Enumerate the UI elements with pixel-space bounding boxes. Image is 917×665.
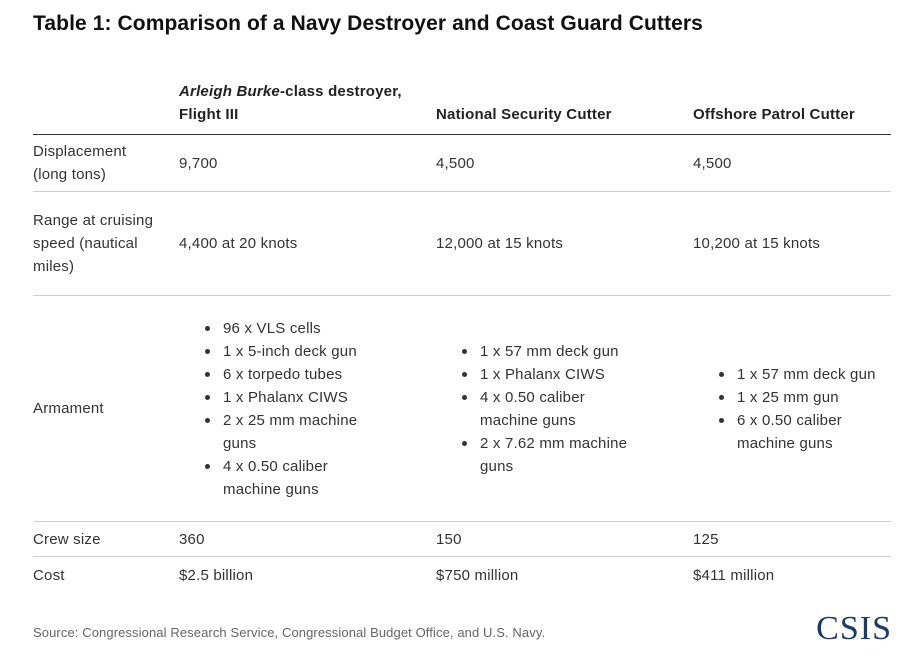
table-title: Table 1: Comparison of a Navy Destroyer … <box>33 12 703 35</box>
list-item: 1 x 57 mm deck gun <box>719 363 891 386</box>
list-item: 1 x Phalanx CIWS <box>205 386 436 409</box>
cell: $750 million <box>436 566 519 584</box>
cell: $411 million <box>693 566 775 584</box>
row-label: Displacement (long tons) <box>33 134 179 192</box>
cell: 4,400 at 20 knots <box>179 191 436 296</box>
list-item: 1 x Phalanx CIWS <box>462 363 693 386</box>
comparison-table: Arleigh Burke-class destroyer, Flight II… <box>33 80 891 593</box>
cell: 9,700 <box>179 134 436 192</box>
row-label: Armament <box>33 295 179 522</box>
cell: 360 <box>179 521 436 557</box>
armament-list-opc: 1 x 57 mm deck gun 1 x 25 mm gun 6 x 0.5… <box>693 363 891 455</box>
cell: 10,200 at 15 knots <box>693 191 891 296</box>
cell: 4,500 <box>436 134 693 192</box>
list-item: 6 x 0.50 caliber machine guns <box>719 409 867 455</box>
list-item: 96 x VLS cells <box>205 317 436 340</box>
table-row: Cost $2.5 billion $750 million $411 mill… <box>33 557 891 594</box>
header-opc: Offshore Patrol Cutter <box>693 80 891 135</box>
list-item: 1 x 5-inch deck gun <box>205 340 436 363</box>
cell: 150 <box>436 521 693 557</box>
list-item: 1 x 57 mm deck gun <box>462 340 693 363</box>
list-item: 2 x 25 mm machine guns <box>205 409 373 455</box>
header-destroyer-italic: Arleigh Burke <box>179 83 280 100</box>
table-row: Displacement (long tons) 9,700 4,500 4,5… <box>33 134 891 192</box>
header-destroyer-rest: -class destroyer, Flight III <box>179 83 402 123</box>
list-item: 6 x torpedo tubes <box>205 363 436 386</box>
header-nsc: National Security Cutter <box>436 80 693 135</box>
header-destroyer: Arleigh Burke-class destroyer, Flight II… <box>179 80 436 135</box>
table-row: Crew size 360 150 125 <box>33 521 891 557</box>
row-label: Cost <box>33 566 65 584</box>
cell: 4,500 <box>693 134 891 192</box>
cell: 1 x 57 mm deck gun 1 x Phalanx CIWS 4 x … <box>436 295 693 522</box>
list-item: 1 x 25 mm gun <box>719 386 891 409</box>
table-row: Range at cruising speed (nautical miles)… <box>33 191 891 296</box>
header-row: Arleigh Burke-class destroyer, Flight II… <box>33 80 891 135</box>
row-label: Range at cruising speed (nautical miles) <box>33 191 179 296</box>
list-item: 2 x 7.62 mm machine guns <box>462 432 650 478</box>
armament-list-nsc: 1 x 57 mm deck gun 1 x Phalanx CIWS 4 x … <box>436 340 693 478</box>
csis-logo: CSIS <box>816 610 892 647</box>
cell: 125 <box>693 521 891 557</box>
list-item: 4 x 0.50 caliber machine guns <box>462 386 610 432</box>
cell: 1 x 57 mm deck gun 1 x 25 mm gun 6 x 0.5… <box>693 295 891 522</box>
cell: 96 x VLS cells 1 x 5-inch deck gun 6 x t… <box>179 295 436 522</box>
header-blank <box>33 80 179 135</box>
source-note: Source: Congressional Research Service, … <box>33 625 546 640</box>
cell: 12,000 at 15 knots <box>436 191 693 296</box>
cell: $2.5 billion <box>179 566 254 584</box>
armament-list-destroyer: 96 x VLS cells 1 x 5-inch deck gun 6 x t… <box>179 317 436 501</box>
list-item: 4 x 0.50 caliber machine guns <box>205 455 353 501</box>
row-label: Crew size <box>33 521 179 557</box>
table-row: Armament 96 x VLS cells 1 x 5-inch deck … <box>33 295 891 522</box>
